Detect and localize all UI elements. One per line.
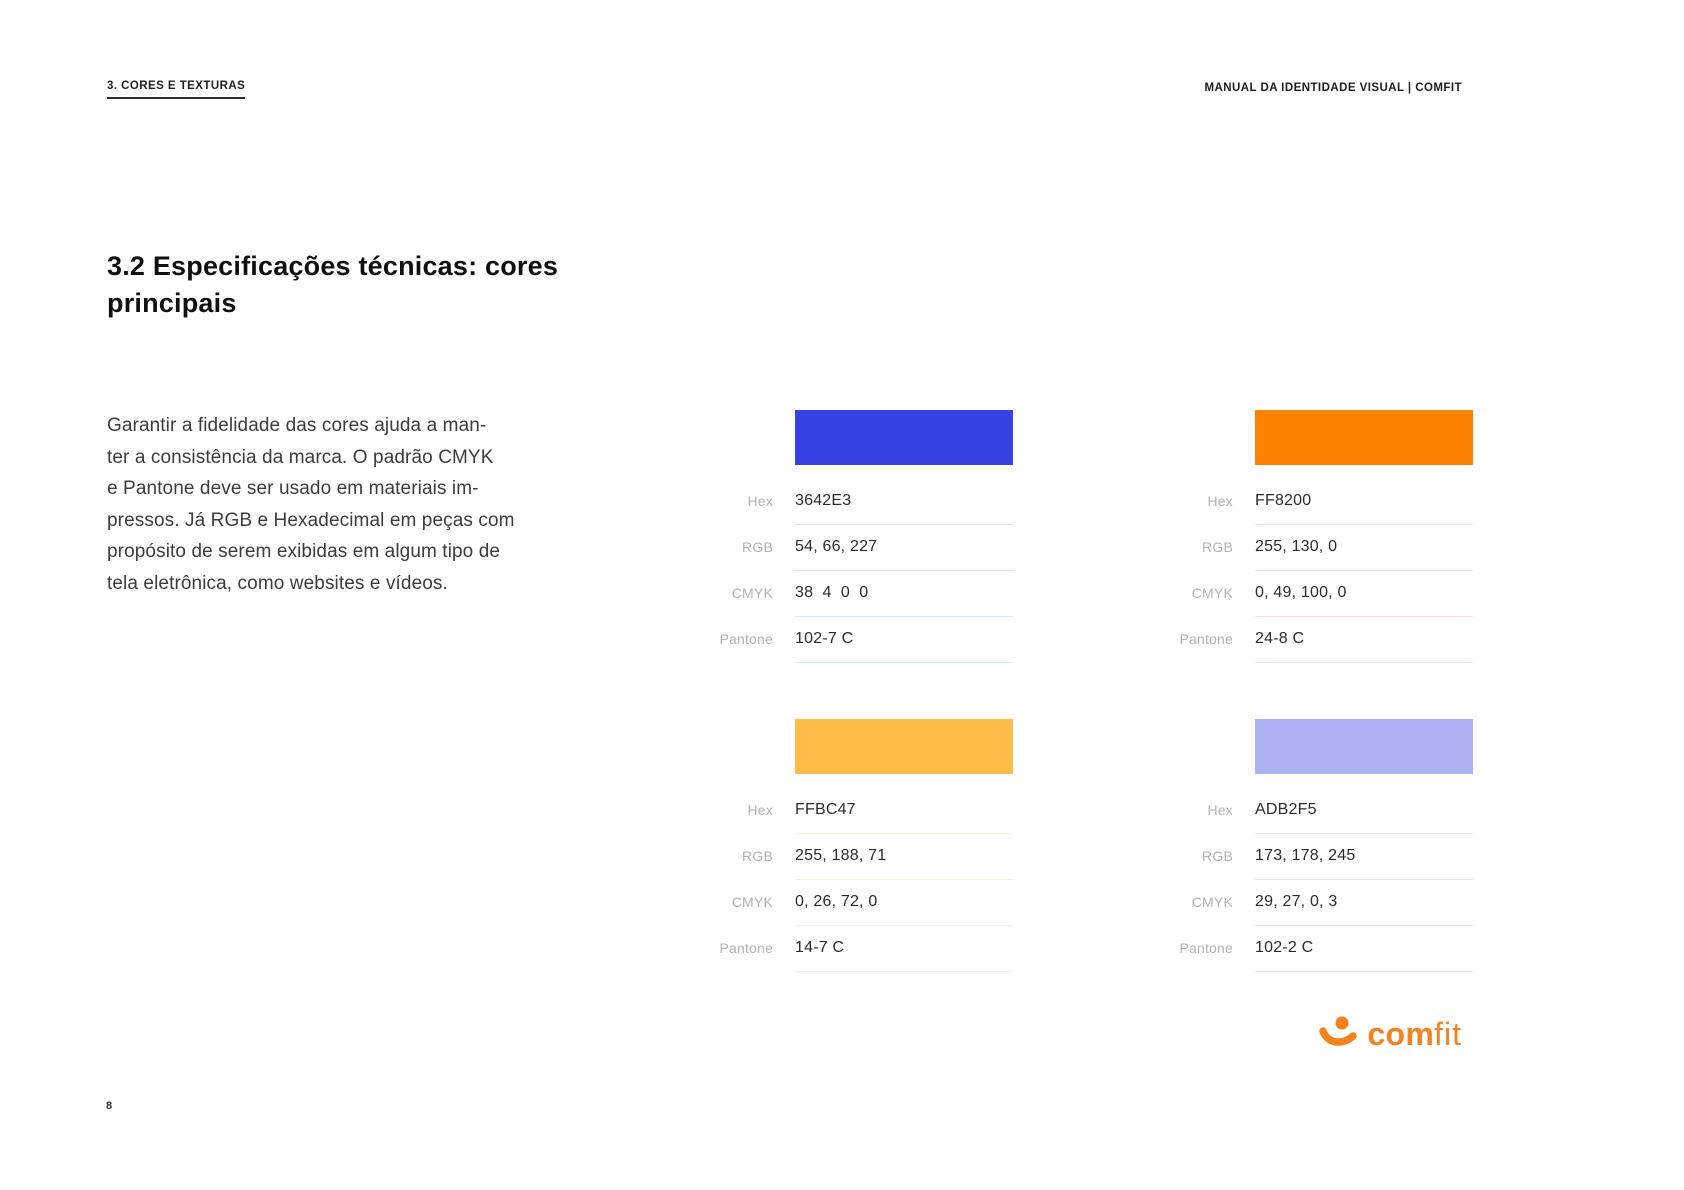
rgb-label: RGB (1202, 539, 1233, 555)
manual-title: MANUAL DA IDENTIDADE VISUAL | COMFIT (1204, 82, 1462, 94)
pantone-value: 102-2 C (1255, 926, 1473, 972)
paragraph-line: pressos. Já RGB e Hexadecimal em peças c… (107, 509, 515, 531)
pantone-row: Pantone 102-2 C (1160, 926, 1473, 972)
paragraph-line: tela eletrônica, como websites e vídeos. (107, 572, 448, 594)
paragraph-line: e Pantone deve ser usado em materiais im… (107, 478, 479, 499)
pantone-label: Pantone (719, 940, 773, 956)
pantone-value: 102-7 C (795, 617, 1013, 663)
color-card-blue: Hex 3642E3 RGB 54, 66, 227 CMYK 38 4 0 0… (700, 410, 1013, 663)
comfit-logo-text: comfit (1367, 1014, 1462, 1054)
cmyk-row: CMYK 0, 26, 72, 0 (700, 880, 1013, 926)
section-breadcrumb: 3. CORES E TEXTURAS (107, 80, 246, 99)
cmyk-value: 0, 26, 72, 0 (795, 880, 1013, 926)
hex-value: FF8200 (1255, 479, 1473, 525)
hex-row: Hex FF8200 (1160, 479, 1473, 525)
color-swatch (795, 410, 1013, 465)
cmyk-value: 0, 49, 100, 0 (1255, 571, 1473, 617)
rgb-value: 255, 188, 71 (795, 834, 1013, 880)
page-number: 8 (106, 1100, 113, 1112)
rgb-value: 255, 130, 0 (1255, 525, 1473, 571)
logo-com: com (1367, 1016, 1435, 1052)
hex-value: FFBC47 (795, 788, 1013, 834)
page-title-line-2: principais (107, 288, 237, 318)
rgb-label: RGB (1202, 848, 1233, 864)
hex-row: Hex 3642E3 (700, 479, 1013, 525)
color-swatch (1255, 410, 1473, 465)
page-title-line-1: 3.2 Especificações técnicas: cores (107, 251, 559, 281)
cmyk-value: 29, 27, 0, 3 (1255, 880, 1473, 926)
page-title: 3.2 Especificações técnicas: cores princ… (107, 248, 558, 322)
color-swatch (1255, 719, 1473, 774)
rgb-value: 173, 178, 245 (1255, 834, 1473, 880)
hex-label: Hex (1207, 802, 1233, 818)
hex-label: Hex (747, 493, 773, 509)
hex-row: Hex ADB2F5 (1160, 788, 1473, 834)
color-card-lavender: Hex ADB2F5 RGB 173, 178, 245 CMYK 29, 27… (1160, 719, 1473, 972)
comfit-logo: comfit (1318, 1014, 1462, 1054)
cmyk-label: CMYK (731, 585, 773, 601)
rgb-value: 54, 66, 227 (795, 525, 1013, 571)
pantone-value: 24-8 C (1255, 617, 1473, 663)
color-card-amber: Hex FFBC47 RGB 255, 188, 71 CMYK 0, 26, … (700, 719, 1013, 972)
cmyk-row: CMYK 29, 27, 0, 3 (1160, 880, 1473, 926)
rgb-row: RGB 54, 66, 227 (700, 525, 1013, 571)
cmyk-label: CMYK (731, 894, 773, 910)
color-swatch (795, 719, 1013, 774)
paragraph-line: ter a consistência da marca. O padrão CM… (107, 446, 494, 468)
cmyk-value: 38 4 0 0 (795, 571, 1013, 617)
cmyk-label: CMYK (1191, 894, 1233, 910)
pantone-value: 14-7 C (795, 926, 1013, 972)
logo-fit: fit (1434, 1016, 1462, 1052)
pantone-label: Pantone (719, 631, 773, 647)
cmyk-row: CMYK 0, 49, 100, 0 (1160, 571, 1473, 617)
hex-label: Hex (1207, 493, 1233, 509)
rgb-row: RGB 255, 130, 0 (1160, 525, 1473, 571)
hex-value: 3642E3 (795, 479, 1013, 525)
body-paragraph: Garantir a fidelidade das cores ajuda a … (107, 410, 567, 599)
rgb-label: RGB (742, 848, 773, 864)
rgb-row: RGB 255, 188, 71 (700, 834, 1013, 880)
hex-row: Hex FFBC47 (700, 788, 1013, 834)
hex-value: ADB2F5 (1255, 788, 1473, 834)
paragraph-line: Garantir a fidelidade das cores ajuda a … (107, 415, 487, 436)
pantone-row: Pantone 14-7 C (700, 926, 1013, 972)
pantone-label: Pantone (1179, 631, 1233, 647)
cmyk-row: CMYK 38 4 0 0 (700, 571, 1013, 617)
pantone-label: Pantone (1179, 940, 1233, 956)
pantone-row: Pantone 24-8 C (1160, 617, 1473, 663)
hex-label: Hex (747, 802, 773, 818)
cmyk-label: CMYK (1191, 585, 1233, 601)
rgb-label: RGB (742, 539, 773, 555)
rgb-row: RGB 173, 178, 245 (1160, 834, 1473, 880)
paragraph-line: propósito de serem exibidas em algum tip… (107, 541, 501, 562)
comfit-logo-icon (1318, 1014, 1360, 1054)
pantone-row: Pantone 102-7 C (700, 617, 1013, 663)
color-card-orange: Hex FF8200 RGB 255, 130, 0 CMYK 0, 49, 1… (1160, 410, 1473, 663)
